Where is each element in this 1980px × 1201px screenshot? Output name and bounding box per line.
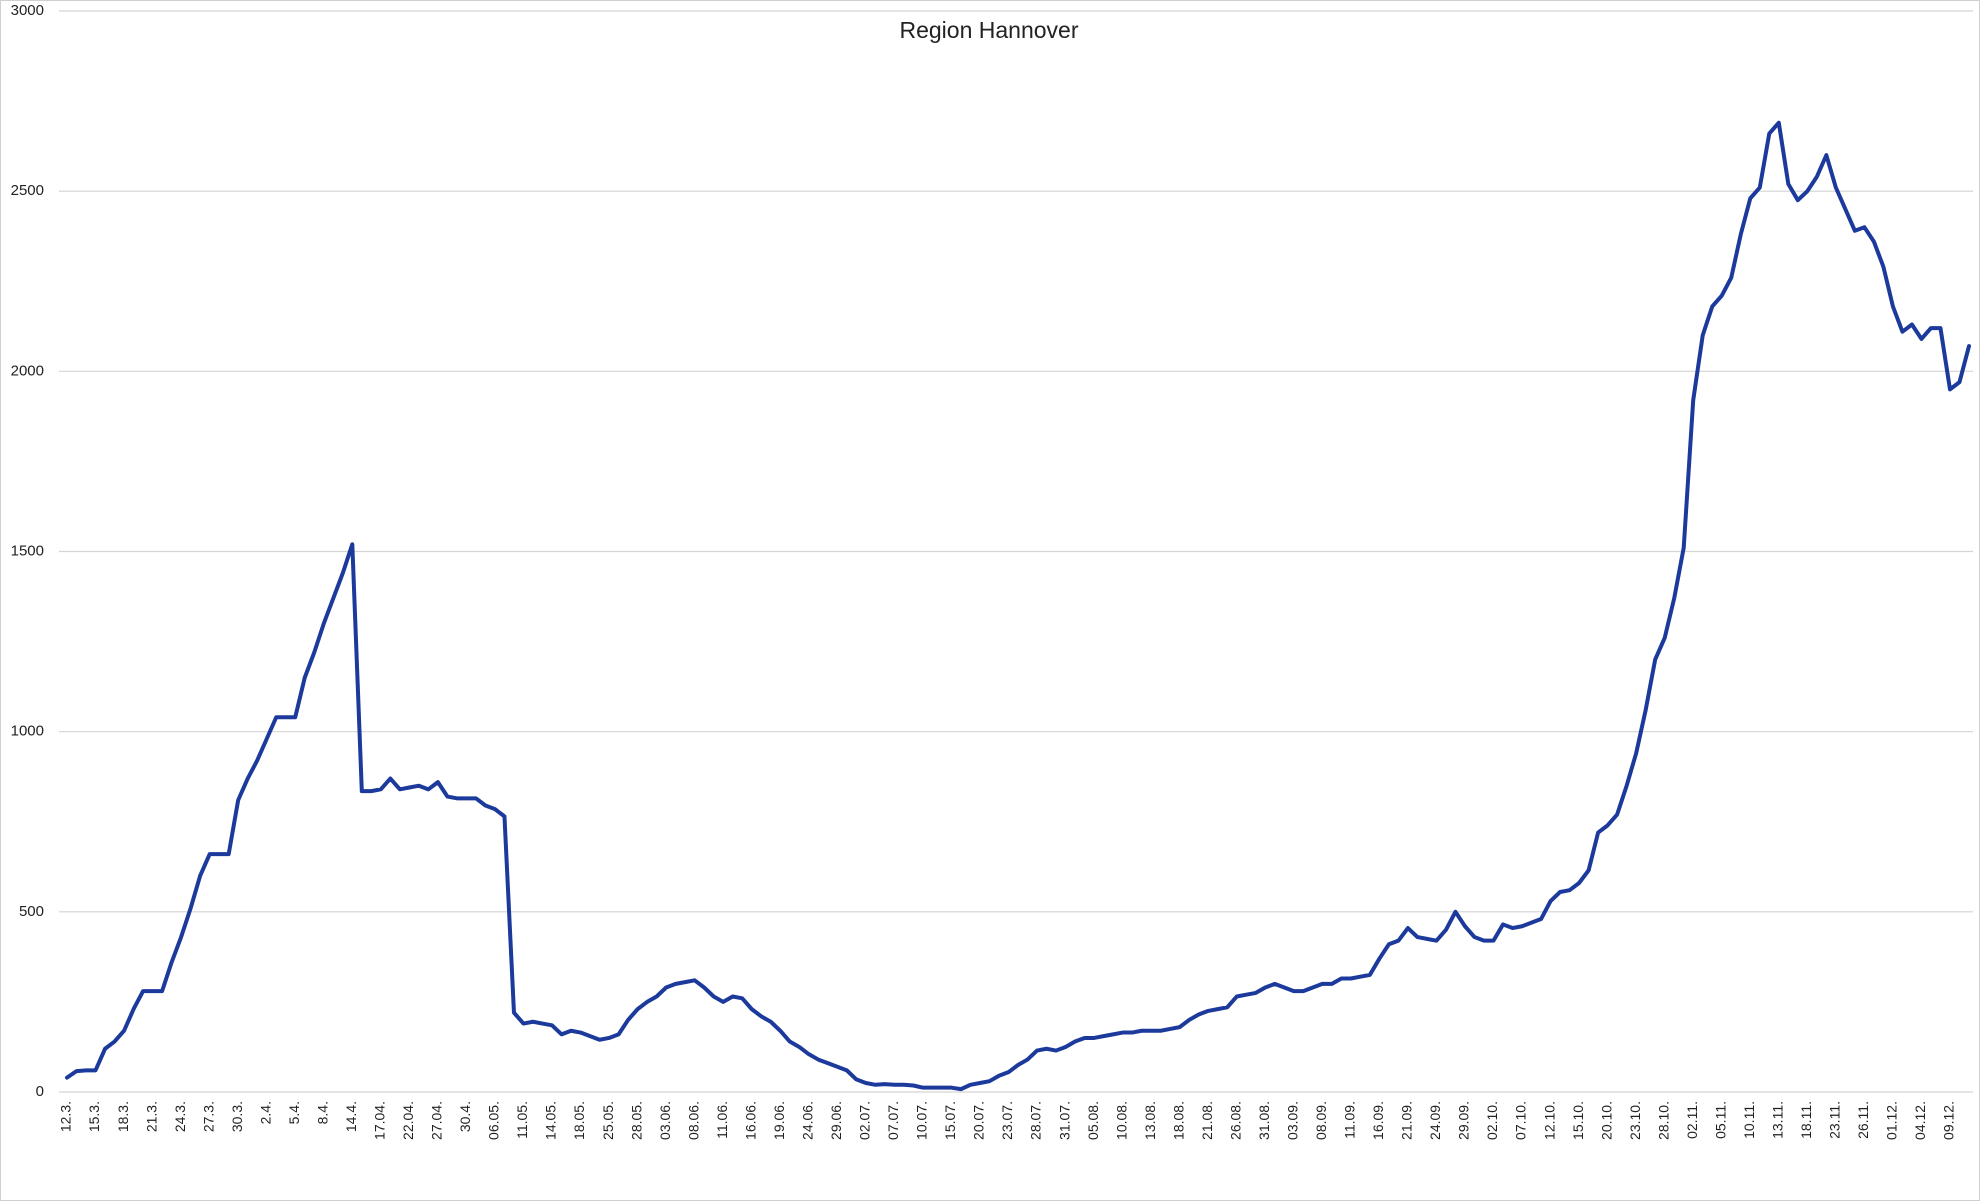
x-tick-label: 18.08. (1170, 1101, 1186, 1140)
x-tick-label: 28.07. (1028, 1101, 1044, 1140)
x-tick-label: 02.07. (857, 1101, 873, 1140)
x-tick-label: 02.10. (1484, 1101, 1500, 1140)
x-tick-label: 07.07. (885, 1101, 901, 1140)
y-tick-label: 0 (36, 1083, 44, 1100)
x-tick-label: 24.06. (799, 1101, 815, 1140)
x-tick-label: 20.10. (1598, 1101, 1614, 1140)
x-tick-label: 07.10. (1513, 1101, 1529, 1140)
x-tick-label: 12.10. (1541, 1101, 1557, 1140)
x-tick-label: 14.4. (343, 1101, 359, 1132)
x-tick-label: 11.09. (1342, 1101, 1358, 1139)
y-tick-label: 3000 (11, 2, 44, 19)
x-tick-label: 12.3. (58, 1101, 74, 1132)
x-tick-label: 10.11. (1741, 1101, 1757, 1139)
x-tick-label: 02.11. (1684, 1101, 1700, 1139)
x-tick-label: 26.08. (1227, 1101, 1243, 1140)
x-tick-label: 24.3. (172, 1101, 188, 1132)
x-tick-label: 21.08. (1199, 1101, 1215, 1140)
x-tick-label: 21.09. (1399, 1101, 1415, 1140)
x-tick-label: 27.3. (200, 1101, 216, 1132)
x-tick-label: 05.08. (1085, 1101, 1101, 1140)
x-tick-label: 11.06. (714, 1101, 730, 1139)
x-tick-label: 10.07. (914, 1101, 930, 1140)
x-tick-label: 24.09. (1427, 1101, 1443, 1140)
x-tick-label: 31.07. (1056, 1101, 1072, 1140)
x-tick-label: 09.12. (1941, 1101, 1957, 1140)
x-tick-label: 23.11. (1827, 1101, 1843, 1139)
x-tick-label: 23.10. (1627, 1101, 1643, 1140)
x-tick-label: 29.09. (1456, 1101, 1472, 1140)
x-tick-label: 22.04. (400, 1101, 416, 1140)
x-tick-label: 28.10. (1655, 1101, 1671, 1140)
x-tick-label: 03.09. (1284, 1101, 1300, 1140)
data-line (65, 120, 1971, 1092)
y-tick-label: 1500 (11, 542, 44, 559)
x-tick-label: 08.06. (685, 1101, 701, 1140)
x-tick-label: 03.06. (657, 1101, 673, 1140)
x-tick-label: 23.07. (999, 1101, 1015, 1140)
x-tick-label: 30.3. (229, 1101, 245, 1132)
x-tick-label: 21.3. (143, 1101, 159, 1132)
x-tick-label: 13.11. (1770, 1101, 1786, 1139)
x-tick-label: 05.11. (1712, 1101, 1728, 1139)
x-tick-label: 18.11. (1798, 1101, 1814, 1139)
x-tick-label: 06.05. (486, 1101, 502, 1140)
x-tick-label: 29.06. (828, 1101, 844, 1140)
x-tick-label: 27.04. (429, 1101, 445, 1140)
x-tick-label: 15.3. (86, 1101, 102, 1132)
x-tick-label: 14.05. (543, 1101, 559, 1140)
chart-title: Region Hannover (899, 17, 1078, 43)
x-tick-label: 5.4. (286, 1101, 302, 1124)
x-tick-label: 2.4. (257, 1101, 273, 1124)
x-tick-label: 01.12. (1884, 1101, 1900, 1140)
y-tick-label: 2000 (11, 362, 44, 379)
x-tick-label: 17.04. (372, 1101, 388, 1140)
x-tick-label: 11.05. (514, 1101, 530, 1139)
x-tick-label: 8.4. (314, 1101, 330, 1124)
y-tick-label: 500 (19, 903, 44, 920)
x-tick-label: 30.4. (457, 1101, 473, 1132)
y-tick-label: 1000 (11, 723, 44, 740)
x-tick-label: 26.11. (1855, 1101, 1871, 1139)
x-tick-label: 18.3. (115, 1101, 131, 1132)
x-tick-label: 13.08. (1142, 1101, 1158, 1140)
x-tick-label: 19.06. (771, 1101, 787, 1140)
x-tick-label: 16.06. (742, 1101, 758, 1140)
x-tick-label: 18.05. (571, 1101, 587, 1140)
y-tick-label: 2500 (11, 182, 44, 199)
x-tick-label: 16.09. (1370, 1101, 1386, 1140)
x-tick-label: 15.10. (1570, 1101, 1586, 1140)
x-tick-label: 10.08. (1113, 1101, 1129, 1140)
x-tick-label: 25.05. (600, 1101, 616, 1140)
x-tick-label: 31.08. (1256, 1101, 1272, 1140)
x-tick-label: 28.05. (628, 1101, 644, 1140)
x-tick-label: 08.09. (1313, 1101, 1329, 1140)
x-tick-label: 15.07. (942, 1101, 958, 1140)
x-tick-label: 04.12. (1912, 1101, 1928, 1140)
x-tick-label: 20.07. (971, 1101, 987, 1140)
